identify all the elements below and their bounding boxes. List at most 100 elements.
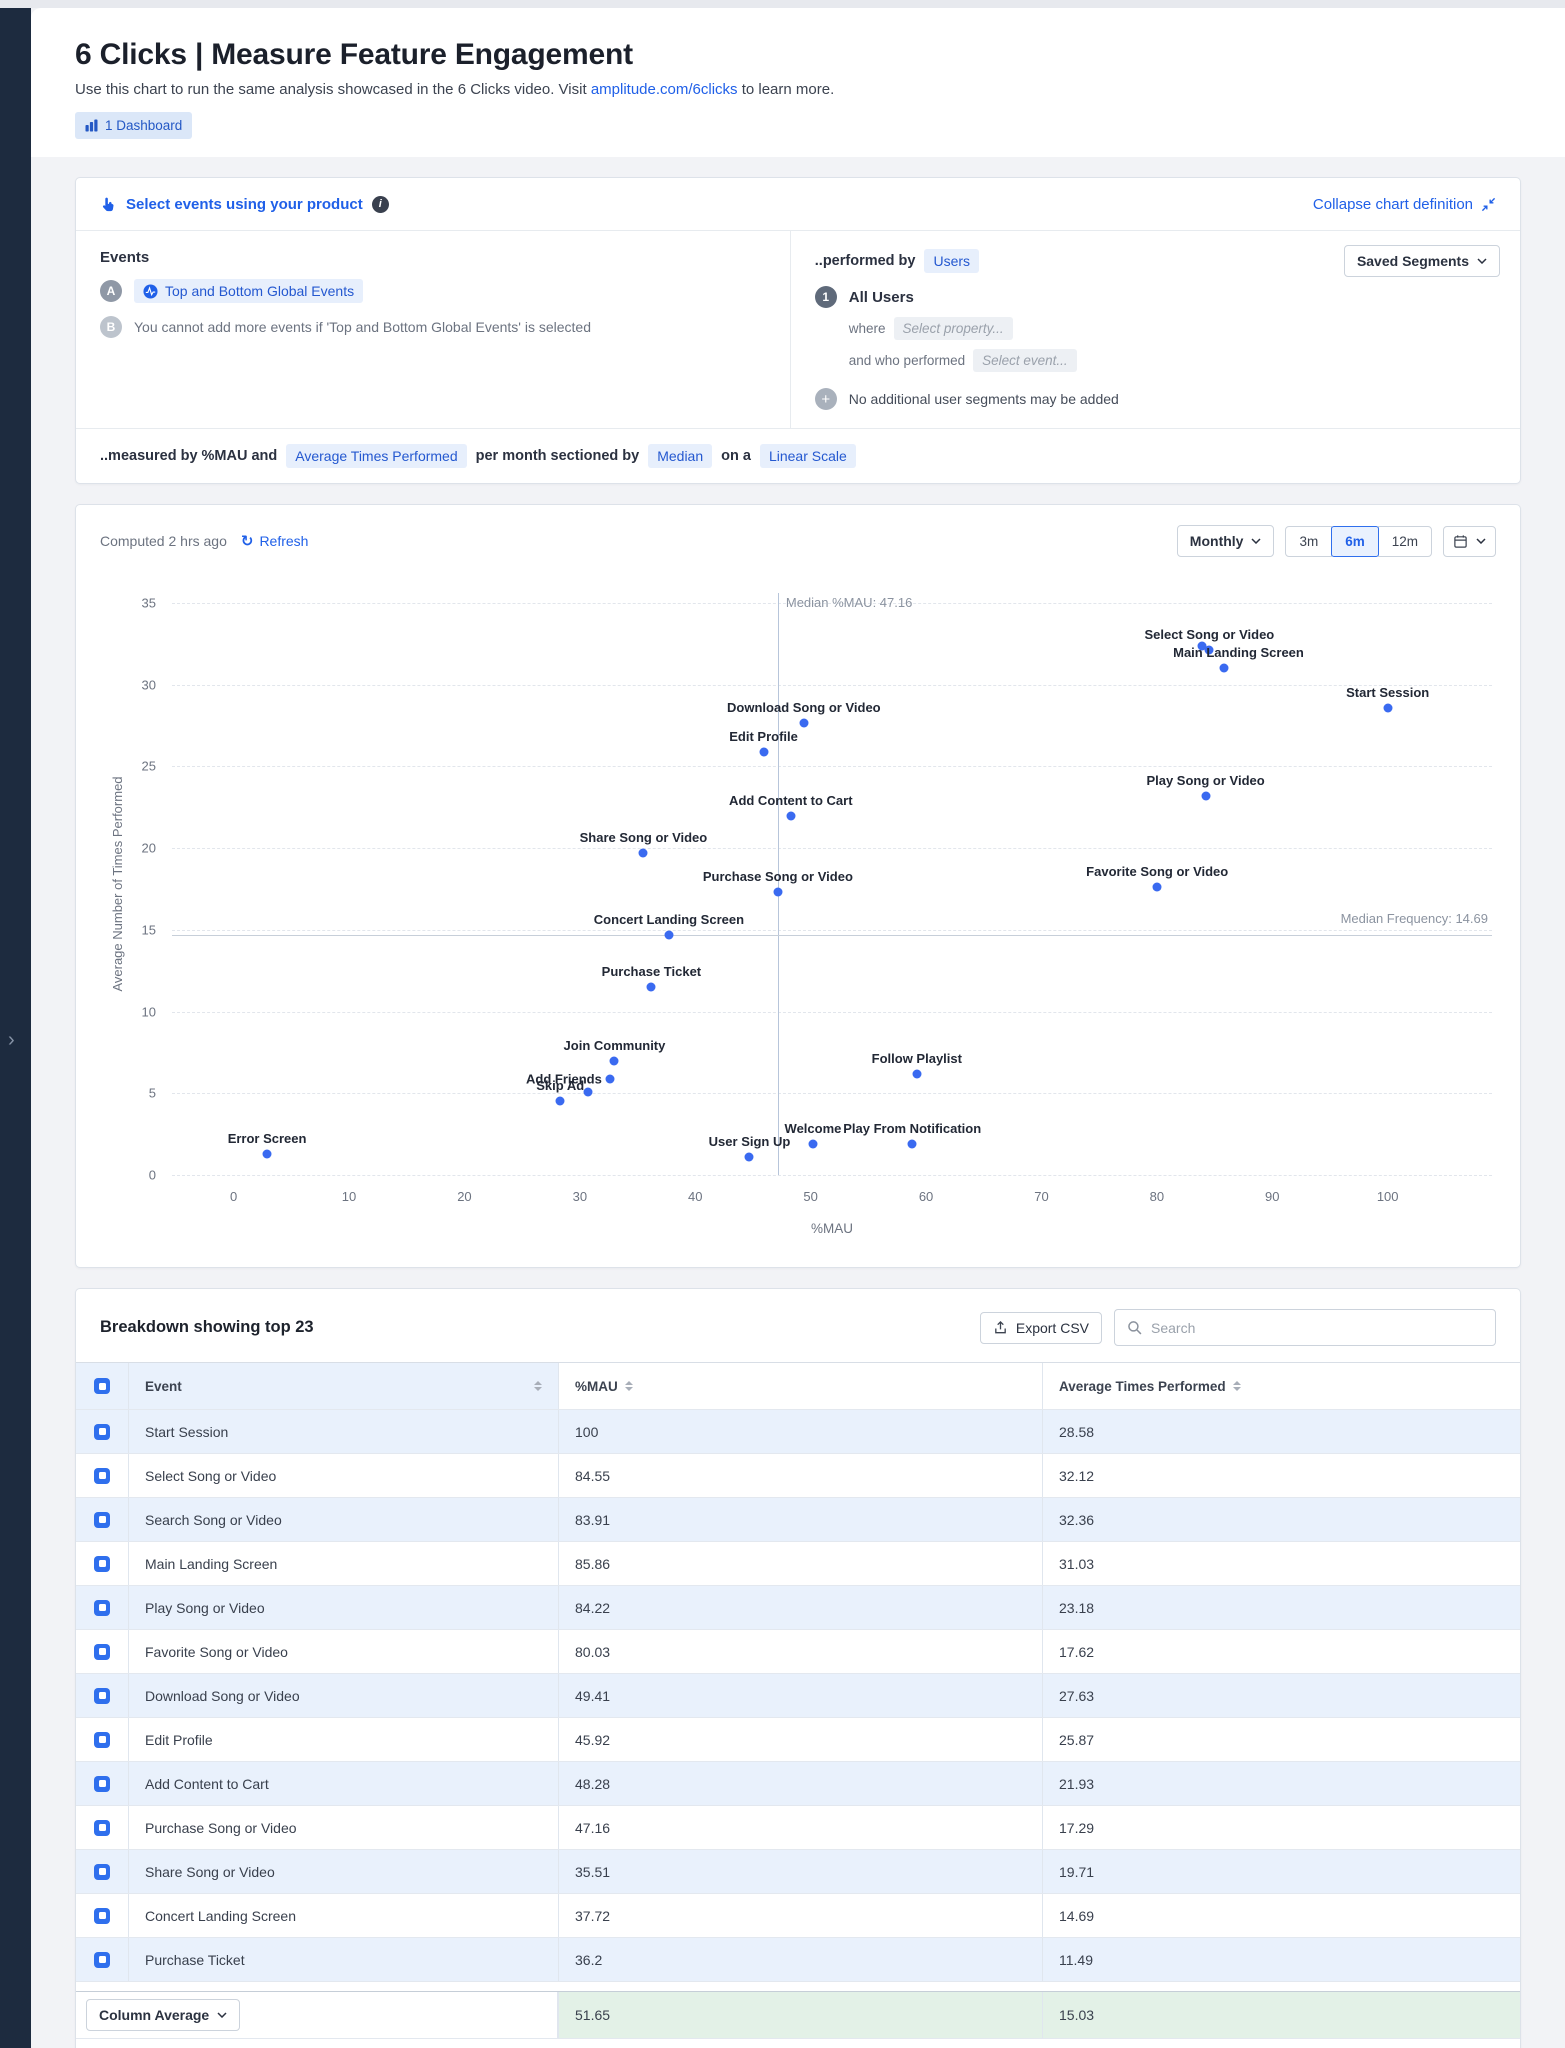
row-checkbox[interactable] [94,1775,110,1792]
row-checkbox[interactable] [94,1467,110,1484]
table-row[interactable]: Favorite Song or Video 80.03 17.62 [76,1630,1520,1674]
avg-cell: 23.18 [1042,1586,1520,1629]
row-checkbox[interactable] [94,1819,110,1836]
dashboard-badge[interactable]: 1 Dashboard [75,112,193,139]
scatter-point[interactable] [1219,663,1229,673]
column-average-dropdown[interactable]: Column Average [86,1999,241,2031]
mau-column-label: %MAU [575,1378,618,1394]
select-property-input[interactable]: Select property... [893,317,1013,340]
event-row-b: B You cannot add more events if 'Top and… [100,316,766,338]
row-checkbox[interactable] [94,1423,110,1440]
collapse-definition-link[interactable]: Collapse chart definition [1313,196,1496,213]
scatter-point[interactable] [638,848,648,858]
section-by-chip[interactable]: Median [648,444,713,468]
date-picker-button[interactable] [1443,525,1496,557]
table-row[interactable]: Download Song or Video 49.41 27.63 [76,1674,1520,1718]
event-column-header: Event [128,1363,558,1409]
scatter-point[interactable] [1204,645,1214,655]
event-column-label: Event [145,1378,182,1394]
scatter-point[interactable] [1201,791,1211,801]
scatter-point[interactable] [799,718,809,728]
metric-chip[interactable]: Average Times Performed [286,444,467,468]
scatter-point[interactable] [1152,882,1162,892]
row-checkbox[interactable] [94,1511,110,1528]
table-row[interactable]: Select Song or Video 84.55 32.12 [76,1454,1520,1498]
table-row[interactable]: Search Song or Video 83.91 32.36 [76,1498,1520,1542]
scatter-point[interactable] [609,1056,619,1066]
scatter-point[interactable] [1197,641,1207,651]
column-average-label: Column Average [99,2007,210,2023]
table-row[interactable]: Purchase Song or Video 47.16 17.29 [76,1806,1520,1850]
row-checkbox[interactable] [94,1643,110,1660]
scatter-point[interactable] [262,1149,272,1159]
scale-chip[interactable]: Linear Scale [759,444,856,468]
scatter-point[interactable] [759,747,769,757]
select-event-input[interactable]: Select event... [973,349,1077,372]
export-csv-button[interactable]: Export CSV [979,1311,1102,1344]
subtitle-link[interactable]: amplitude.com/6clicks [590,81,738,98]
row-checkbox-cell [76,1498,128,1541]
scatter-point[interactable] [808,1139,818,1149]
table-row[interactable]: Add Content to Cart 48.28 21.93 [76,1762,1520,1806]
row-checkbox-cell [76,1894,128,1937]
table-row[interactable]: Edit Profile 45.92 25.87 [76,1718,1520,1762]
search-input[interactable] [1151,1319,1483,1336]
row-checkbox[interactable] [94,1599,110,1616]
table-row[interactable]: Concert Landing Screen 37.72 14.69 [76,1894,1520,1938]
point-label: Start Session [1346,684,1430,700]
table-row[interactable]: Play Song or Video 84.22 23.18 [76,1586,1520,1630]
gridline [172,1011,1492,1013]
scatter-point[interactable] [912,1069,922,1079]
users-chip[interactable]: Users [924,249,980,273]
range-option-6m[interactable]: 6m [1331,525,1379,557]
refresh-button[interactable]: ↻ Refresh [241,532,309,550]
table-row[interactable]: Main Landing Screen 85.86 31.03 [76,1542,1520,1586]
scatter-point[interactable] [773,887,783,897]
scatter-point[interactable] [605,1074,615,1084]
row-checkbox[interactable] [94,1951,110,1968]
row-checkbox[interactable] [94,1731,110,1748]
x-tick-label: 100 [1376,1189,1399,1204]
amplitude-logo-icon [143,283,158,299]
scatter-point[interactable] [646,982,656,992]
mau-cell: 84.55 [558,1454,1042,1497]
sort-mau-button[interactable] [624,1381,633,1391]
chart-definition-card: Select events using your product i Colla… [75,177,1521,484]
scatter-point[interactable] [1383,703,1393,713]
gridline [172,1175,1492,1176]
segments-column: ..performed by Users Saved Segments 1 Al… [791,231,1520,428]
scatter-point[interactable] [583,1087,593,1097]
chart-controls: Computed 2 hrs ago ↻ Refresh Monthly 3m 6… [76,505,1520,557]
scatter-point[interactable] [555,1096,565,1106]
segment-name: All Users [848,288,914,306]
main-content: 6 Clicks | Measure Feature Engagement Us… [31,8,1565,2048]
info-icon[interactable]: i [371,195,389,213]
row-checkbox[interactable] [94,1555,110,1572]
table-row[interactable]: Purchase Ticket 36.2 11.49 [76,1938,1520,1982]
range-option-12m[interactable]: 12m [1377,525,1432,557]
search-box[interactable] [1114,1309,1496,1346]
breakdown-card: Breakdown showing top 23 Export CSV [75,1288,1521,2048]
saved-segments-button[interactable]: Saved Segments [1343,245,1500,277]
row-checkbox[interactable] [94,1863,110,1880]
select-all-checkbox[interactable] [94,1378,110,1394]
event-chip[interactable]: Top and Bottom Global Events [134,279,364,303]
range-option-3m[interactable]: 3m [1285,525,1333,557]
scatter-point[interactable] [786,811,796,821]
row-checkbox[interactable] [94,1687,110,1704]
event-cell: Add Content to Cart [128,1762,558,1805]
interval-dropdown[interactable]: Monthly [1176,525,1275,557]
chevron-down-icon [1251,538,1261,544]
sidebar-expand-chevron[interactable]: › [8,1029,15,1051]
sort-avg-button[interactable] [1232,1381,1241,1391]
row-checkbox[interactable] [94,1907,110,1924]
sort-event-button[interactable] [534,1381,542,1391]
plot-area[interactable]: 0 5 10 15 20 25 30 35 0 10 20 30 40 50 60 70 80 90 100 Medi… [142,593,1492,1204]
table-row[interactable]: Start Session 100 28.58 [76,1410,1520,1454]
select-events-link[interactable]: Select events using your product [126,195,363,213]
scatter-point[interactable] [664,930,674,940]
scatter-point[interactable] [744,1152,754,1162]
scatter-point[interactable] [907,1139,917,1149]
table-row[interactable]: Share Song or Video 35.51 19.71 [76,1850,1520,1894]
mau-cell: 84.22 [558,1586,1042,1629]
